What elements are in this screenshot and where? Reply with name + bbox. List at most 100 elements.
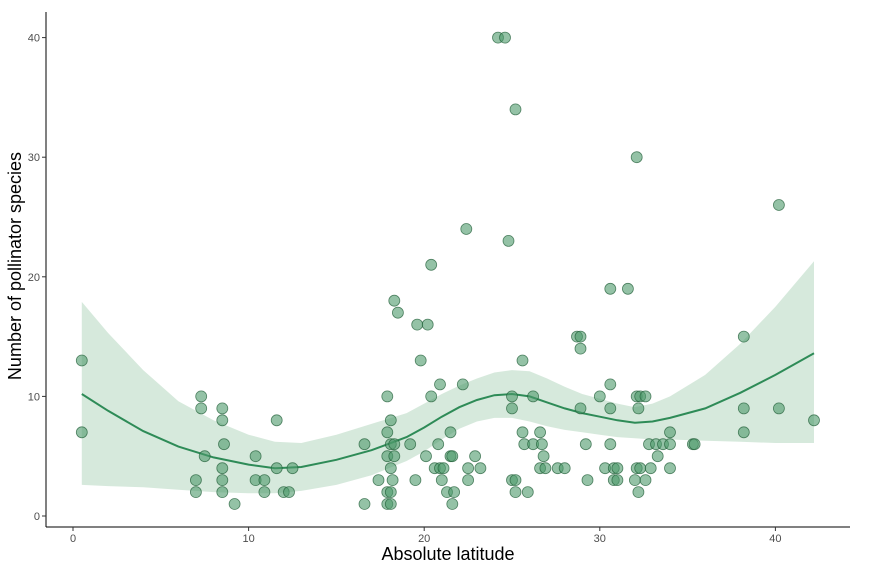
data-point xyxy=(189,486,202,499)
data-point xyxy=(516,426,529,439)
data-point xyxy=(632,486,645,499)
data-point xyxy=(421,318,434,331)
data-point xyxy=(581,474,594,487)
data-point xyxy=(474,462,487,475)
data-point xyxy=(411,318,424,331)
y-tick-label: 10 xyxy=(28,391,40,403)
data-point xyxy=(737,402,750,415)
data-point xyxy=(189,474,202,487)
data-point xyxy=(381,390,394,403)
data-point xyxy=(630,151,643,164)
data-point xyxy=(218,438,230,451)
data-point xyxy=(75,354,88,367)
data-point xyxy=(249,450,262,463)
data-point xyxy=(270,462,283,475)
data-point xyxy=(579,438,592,451)
data-point xyxy=(622,282,634,295)
data-point xyxy=(460,223,473,235)
data-point xyxy=(425,258,438,271)
data-point xyxy=(216,486,229,499)
data-point xyxy=(216,462,229,475)
data-point xyxy=(808,414,820,427)
data-point xyxy=(537,450,550,463)
data-point xyxy=(228,498,241,510)
data-point xyxy=(604,402,617,415)
data-point xyxy=(604,438,617,451)
data-point xyxy=(258,486,271,499)
data-point xyxy=(773,199,785,211)
data-point xyxy=(639,390,652,403)
data-point xyxy=(536,438,548,451)
data-point xyxy=(604,378,617,391)
data-point xyxy=(283,486,295,499)
data-point xyxy=(372,474,385,487)
data-point xyxy=(737,426,750,439)
data-point xyxy=(688,438,701,451)
data-point xyxy=(509,103,522,116)
data-point xyxy=(425,390,438,403)
data-point xyxy=(75,426,88,439)
x-tick-label: 20 xyxy=(418,533,430,545)
data-point xyxy=(384,414,397,427)
data-point xyxy=(286,462,299,475)
data-point xyxy=(593,390,606,403)
data-point xyxy=(664,462,676,475)
data-points xyxy=(75,31,820,510)
x-axis-ticks: 0 10 20 30 40 xyxy=(70,527,782,545)
data-point xyxy=(437,462,450,475)
data-point xyxy=(381,426,394,439)
data-point xyxy=(469,450,482,463)
data-point xyxy=(632,402,645,415)
data-point xyxy=(270,414,283,427)
data-point xyxy=(446,498,459,510)
data-point xyxy=(651,450,664,463)
data-point xyxy=(611,462,624,475)
data-point xyxy=(216,414,229,427)
data-point xyxy=(384,462,397,475)
data-point xyxy=(388,294,401,307)
data-point xyxy=(502,234,515,247)
data-point xyxy=(444,426,457,439)
data-point xyxy=(604,282,617,295)
data-point xyxy=(644,462,657,475)
data-point xyxy=(434,378,446,391)
confidence-ribbon xyxy=(81,261,815,494)
data-point xyxy=(664,438,676,451)
data-point xyxy=(435,474,448,487)
data-point xyxy=(358,498,371,510)
data-point xyxy=(195,390,208,403)
data-point xyxy=(404,438,417,451)
data-point xyxy=(462,474,475,487)
x-tick-label: 10 xyxy=(242,533,254,545)
data-point xyxy=(499,31,511,44)
data-point xyxy=(509,474,522,487)
y-axis-ticks: 0 10 20 30 40 xyxy=(28,33,46,523)
data-point xyxy=(516,354,529,367)
data-point xyxy=(521,486,534,499)
y-tick-label: 30 xyxy=(28,152,40,164)
data-point xyxy=(456,378,469,391)
data-point xyxy=(448,486,461,499)
y-tick-label: 0 xyxy=(34,511,40,523)
data-point xyxy=(574,342,587,355)
data-point xyxy=(574,330,587,343)
data-point xyxy=(384,498,397,510)
data-point xyxy=(574,402,587,415)
data-point xyxy=(414,354,427,367)
data-point xyxy=(629,474,641,487)
data-point xyxy=(773,402,785,415)
data-point xyxy=(506,402,518,415)
data-point xyxy=(506,390,518,403)
data-point xyxy=(384,486,397,499)
data-point xyxy=(509,486,522,499)
data-point xyxy=(639,474,652,487)
data-point xyxy=(737,330,750,343)
y-tick-label: 40 xyxy=(28,33,40,45)
data-point xyxy=(534,426,546,439)
data-point xyxy=(388,438,401,451)
data-point xyxy=(216,402,229,415)
data-point xyxy=(462,462,475,475)
x-tick-label: 30 xyxy=(594,533,606,545)
data-point xyxy=(539,462,552,475)
